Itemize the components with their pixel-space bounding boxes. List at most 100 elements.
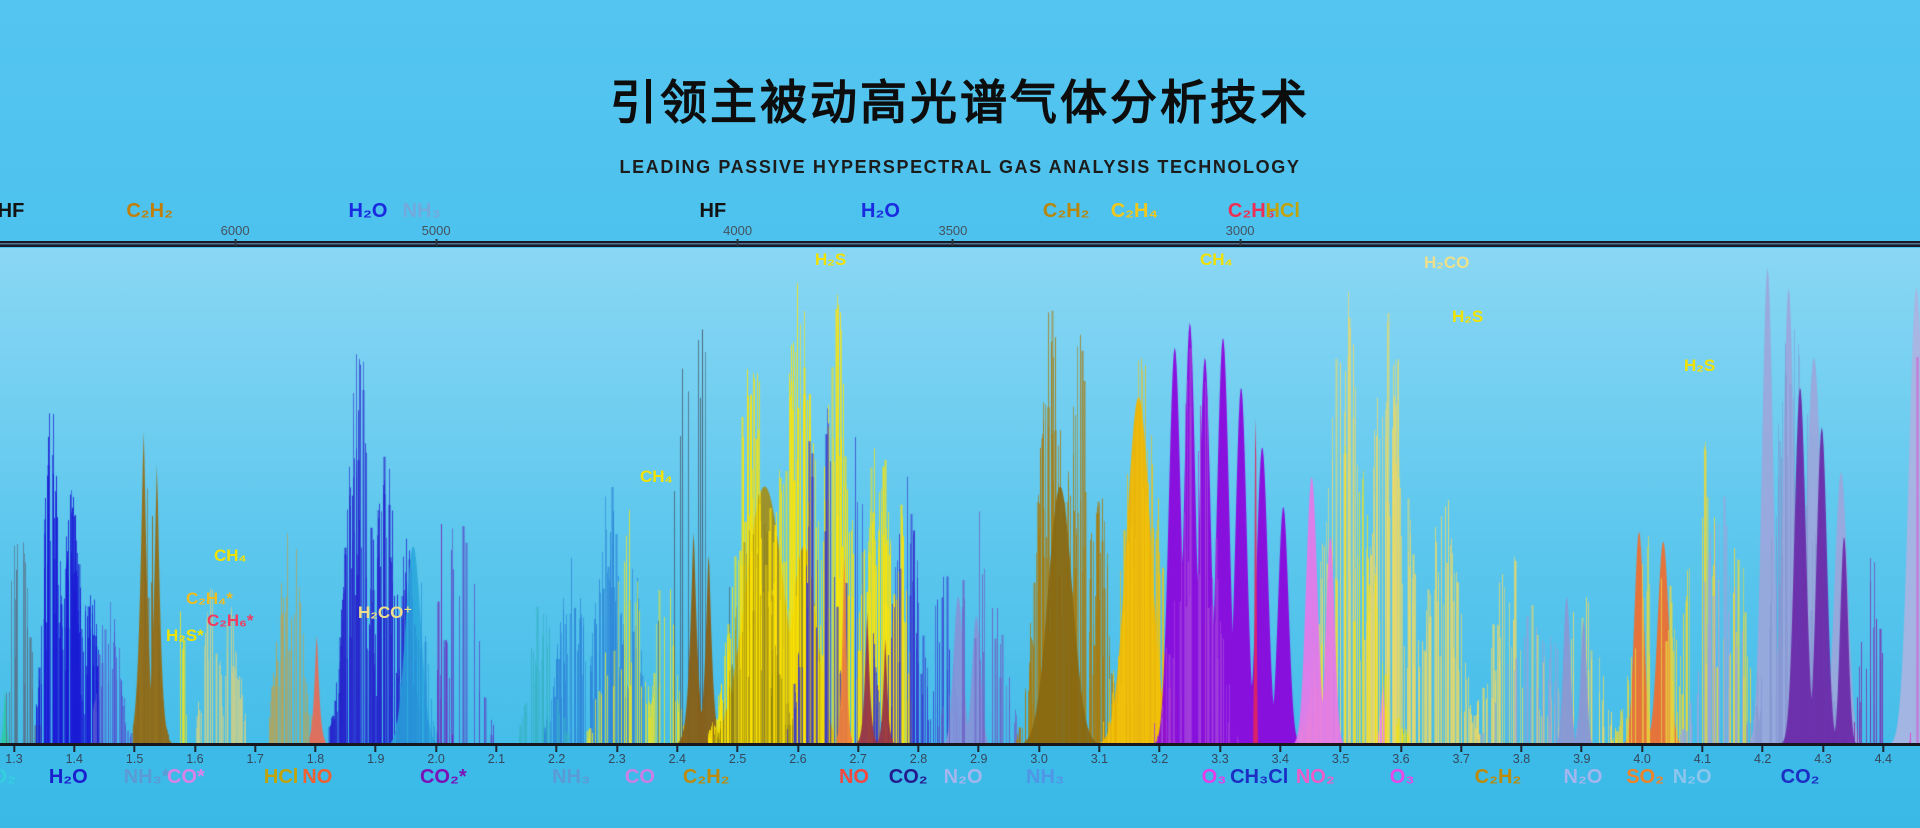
wavelength-tick-label: 3.5 <box>1331 752 1350 766</box>
wavelength-tick: 4.1 <box>1694 746 1711 766</box>
tick-mark <box>1399 746 1402 752</box>
wavelength-tick: 3.3 <box>1211 746 1229 766</box>
wavelength-tick-label: 2.3 <box>608 752 626 766</box>
tick-mark <box>1339 746 1342 752</box>
wavelength-tick: 3.8 <box>1513 746 1530 766</box>
tick-mark <box>1821 746 1824 752</box>
tick-mark <box>917 746 920 752</box>
wavenumber-tick-label: 3000 <box>1225 223 1255 238</box>
gas-label-top: HF <box>699 200 727 222</box>
gas-label-bottom: H₂O <box>48 766 88 788</box>
wavelength-tick-label: 2.4 <box>668 752 686 766</box>
wavelength-tick: 1.3 <box>5 746 23 766</box>
gas-label-bottom: CO <box>624 766 655 788</box>
wavelength-tick-label: 2.5 <box>728 752 747 766</box>
gas-label-bottom: C₂H₂ <box>682 766 730 788</box>
wavelength-tick-label: 3.4 <box>1271 752 1289 766</box>
gas-label-bottom: NO <box>838 766 869 788</box>
gas-label-bottom: CO₂* <box>419 766 467 788</box>
gas-label-bottom: CO₂ <box>888 766 928 788</box>
tick-mark <box>1641 746 1644 752</box>
wavelength-tick-label: 1.4 <box>65 752 83 766</box>
wavelength-tick-label: 3.8 <box>1512 752 1531 766</box>
tick-mark <box>796 746 799 752</box>
tick-mark <box>435 746 438 752</box>
tick-mark <box>736 746 739 752</box>
gas-label-bottom: CO* <box>166 766 205 788</box>
tick-mark <box>1279 746 1282 752</box>
tick-mark <box>1218 746 1221 752</box>
gas-label-bottom: HCl <box>263 766 299 788</box>
wavelength-tick-label: 2.0 <box>427 752 445 766</box>
gas-label-bottom: O₃ <box>1389 766 1415 788</box>
wavelength-tick: 2.4 <box>669 746 686 766</box>
wavelength-tick: 3.1 <box>1091 746 1108 766</box>
wavelength-tick-label: 3.0 <box>1030 752 1048 766</box>
tick-mark <box>1761 746 1764 752</box>
wavelength-tick: 4.3 <box>1814 746 1832 766</box>
wavelength-tick-label: 2.1 <box>487 752 506 766</box>
wavelength-tick-label: 4.2 <box>1753 752 1772 766</box>
wavelength-tick: 1.8 <box>307 746 324 766</box>
tick-mark <box>1038 746 1041 752</box>
wavelength-tick: 2.7 <box>849 746 867 766</box>
wavelength-tick: 1.4 <box>66 746 83 766</box>
wavelength-tick-label: 2.7 <box>849 752 867 766</box>
wavenumber-tick-label: 5000 <box>421 223 451 238</box>
wavelength-tick-label: 1.5 <box>125 752 144 766</box>
tick-mark <box>676 746 679 752</box>
wavelength-tick: 2.5 <box>729 746 746 766</box>
gas-label-bottom: CO₂ <box>1780 766 1820 788</box>
page-subtitle: LEADING PASSIVE HYPERSPECTRAL GAS ANALYS… <box>619 157 1301 177</box>
wavelength-tick-label: 4.3 <box>1814 752 1832 766</box>
tick-mark <box>12 746 15 752</box>
spectra-canvas <box>0 248 1920 745</box>
gas-label-bottom: NH₃ <box>1026 766 1065 788</box>
wavenumber-tick-label: 6000 <box>220 223 250 238</box>
gas-label-top: C₂H₂ <box>1042 200 1090 222</box>
tick-mark <box>1701 746 1704 752</box>
wavelength-tick: 2.2 <box>548 746 565 766</box>
tick-mark <box>133 746 136 752</box>
wavelength-tick: 1.9 <box>367 746 384 766</box>
wavelength-tick: 4.0 <box>1633 746 1651 766</box>
tick-mark <box>73 746 76 752</box>
wavelength-tick: 3.9 <box>1573 746 1590 766</box>
wavelength-tick: 2.9 <box>970 746 987 766</box>
gas-label-bottom: C₂H₂ <box>1474 766 1522 788</box>
wavenumber-tick-label: 4000 <box>723 223 753 238</box>
gas-label-bottom: N₂O <box>943 766 983 788</box>
wavelength-tick: 2.3 <box>608 746 626 766</box>
wavelength-tick: 3.5 <box>1332 746 1349 766</box>
wavelength-tick-label: 3.6 <box>1392 752 1410 766</box>
gas-label-bottom: O₂ <box>0 766 16 788</box>
wavelength-tick-label: 1.6 <box>186 752 204 766</box>
wavelength-tick: 1.6 <box>186 746 204 766</box>
wavelength-tick-label: 3.2 <box>1150 752 1169 766</box>
wavelength-tick-label: 3.1 <box>1090 752 1109 766</box>
gas-label-bottom: SO₂ <box>1626 766 1665 788</box>
wavelength-tick-label: 4.0 <box>1633 752 1651 766</box>
gas-label-top: HF <box>0 200 25 222</box>
gas-label-top: H₂O <box>861 200 900 222</box>
gas-label-top: C₂H₆ <box>1227 200 1275 222</box>
wavelength-tick: 2.8 <box>910 746 927 766</box>
wavelength-tick-label: 2.6 <box>789 752 807 766</box>
wavelength-tick-label: 3.7 <box>1452 752 1470 766</box>
tick-mark <box>254 746 257 752</box>
gas-label-bottom: CH₃Cl <box>1230 766 1289 788</box>
wavelength-tick: 2.1 <box>488 746 505 766</box>
wavenumber-tick-label: 3500 <box>938 223 968 238</box>
tick-mark <box>857 746 860 752</box>
gas-label-top: NH₃ <box>402 200 441 222</box>
tick-mark <box>1882 746 1885 752</box>
wavelength-tick: 2.6 <box>789 746 807 766</box>
wavelength-tick-label: 1.7 <box>246 752 264 766</box>
wavelength-tick: 3.0 <box>1030 746 1048 766</box>
wavelength-tick-label: 3.9 <box>1573 752 1591 766</box>
wavelength-tick-label: 4.1 <box>1693 752 1712 766</box>
tick-mark <box>1158 746 1161 752</box>
gas-label-bottom: NH₃* <box>123 766 170 788</box>
wavelength-tick-label: 1.3 <box>5 752 23 766</box>
